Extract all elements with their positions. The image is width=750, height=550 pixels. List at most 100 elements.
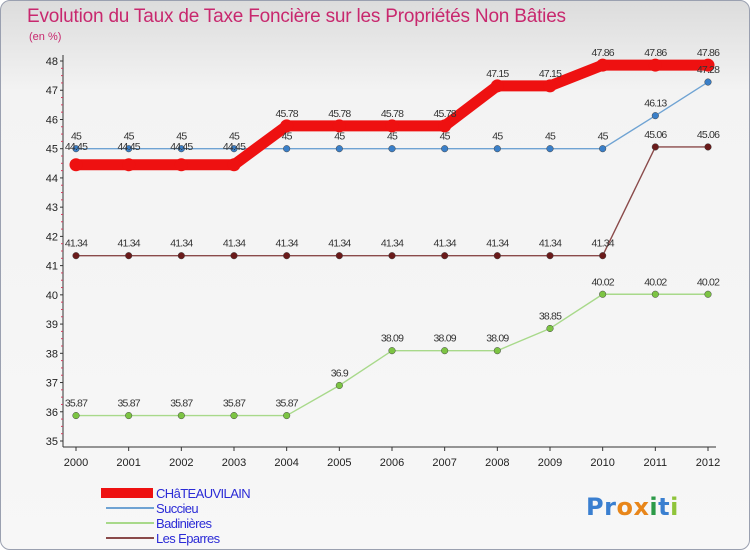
point-ch-teauvilain [122,158,136,172]
y-minor-tick [61,287,63,289]
point-ch-teauvilain [701,58,715,72]
y-minor-tick [61,192,63,194]
data-label-ch-teauvilain: 47.86 [697,47,720,59]
y-minor-tick [61,418,63,420]
point-ch-teauvilain [174,158,188,172]
x-tick-label: 2000 [64,457,88,469]
y-minor-tick [61,126,63,128]
point-ch-teauvilain [490,79,504,93]
data-label-badini-res: 35.87 [276,398,299,410]
data-label-ch-teauvilain: 45.78 [328,108,351,120]
data-label-les-eparres: 41.34 [486,238,509,250]
data-label-badini-res: 38.09 [381,333,404,345]
y-tick-label: 35 [46,436,58,448]
legend-label: Badinières [156,516,212,531]
legend-label: Succieu [156,501,199,516]
data-label-succieu: 45 [282,131,293,143]
y-minor-tick [61,396,63,398]
data-label-ch-teauvilain: 45.78 [276,108,299,120]
y-minor-tick [61,301,63,303]
y-tick-label: 46 [46,114,58,126]
y-minor-tick [61,133,63,135]
data-label-les-eparres: 41.34 [381,238,404,250]
data-label-ch-teauvilain: 44.45 [118,141,141,153]
y-minor-tick [61,403,63,405]
data-label-badini-res: 35.87 [223,398,246,410]
x-tick-label: 2003 [222,457,246,469]
point-badini-res [599,290,607,298]
y-tick-label: 40 [46,290,58,302]
y-minor-tick [61,155,63,157]
point-badini-res [230,412,238,420]
data-label-ch-teauvilain: 44.45 [170,141,193,153]
y-tick-label: 47 [46,85,58,97]
point-ch-teauvilain [543,79,557,93]
y-tick-label: 36 [46,407,58,419]
y-minor-tick [61,360,63,362]
point-badini-res [72,412,80,420]
data-label-les-eparres: 41.34 [592,238,615,250]
y-tick-label: 45 [46,144,58,156]
y-tick-label: 43 [46,202,58,214]
point-succieu [177,145,185,153]
point-succieu [283,145,291,153]
point-succieu [441,145,449,153]
data-label-ch-teauvilain: 47.86 [592,47,615,59]
data-label-les-eparres: 41.34 [328,238,351,250]
y-minor-tick [61,221,63,223]
data-label-succieu: 45 [176,131,187,143]
y-minor-tick [61,104,63,106]
data-label-les-eparres: 41.34 [276,238,299,250]
y-tick-label: 38 [46,348,58,360]
data-label-ch-teauvilain: 44.45 [223,141,246,153]
data-label-badini-res: 35.87 [170,398,193,410]
point-les-eparres [546,252,554,260]
point-les-eparres [72,252,80,260]
data-label-ch-teauvilain: 47.15 [486,68,509,80]
data-label-succieu: 45 [440,131,451,143]
legend-label: Les Eparres [156,531,220,546]
chart-title: Evolution du Taux de Taxe Foncière sur l… [27,6,566,27]
y-tick-label: 39 [46,319,58,331]
point-badini-res [493,347,501,355]
point-les-eparres [283,252,291,260]
data-label-les-eparres: 41.34 [223,238,246,250]
data-label-les-eparres: 45.06 [697,129,720,141]
data-label-badini-res: 40.02 [592,276,615,288]
y-minor-tick [61,228,63,230]
logo-letter: i [670,493,679,521]
point-ch-teauvilain [385,119,399,133]
y-tick-label: 44 [46,173,58,185]
y-minor-tick [61,389,63,391]
data-label-succieu: 45 [334,131,345,143]
point-les-eparres [230,252,238,260]
point-succieu [599,145,607,153]
point-les-eparres [704,143,712,151]
point-badini-res [388,347,396,355]
y-minor-tick [61,367,63,369]
y-minor-tick [61,425,63,427]
point-ch-teauvilain [332,119,346,133]
y-minor-tick [61,97,63,99]
point-succieu [704,78,712,86]
data-label-badini-res: 38.85 [539,310,562,322]
data-label-badini-res: 38.09 [434,333,457,345]
point-badini-res [441,347,449,355]
y-minor-tick [61,170,63,172]
legend-swatch [106,507,154,509]
point-les-eparres [651,143,659,151]
y-minor-tick [61,345,63,347]
data-label-succieu: 46.13 [644,98,667,110]
point-ch-teauvilain [227,158,241,172]
y-minor-tick [61,272,63,274]
data-label-les-eparres: 41.34 [434,238,457,250]
data-label-ch-teauvilain: 45.78 [381,108,404,120]
logo-letter: t [658,493,671,521]
y-minor-tick [61,330,63,332]
x-tick-label: 2006 [380,457,404,469]
data-label-succieu: 45 [71,131,82,143]
point-badini-res [125,412,133,420]
y-minor-tick [61,162,63,164]
point-badini-res [704,290,712,298]
